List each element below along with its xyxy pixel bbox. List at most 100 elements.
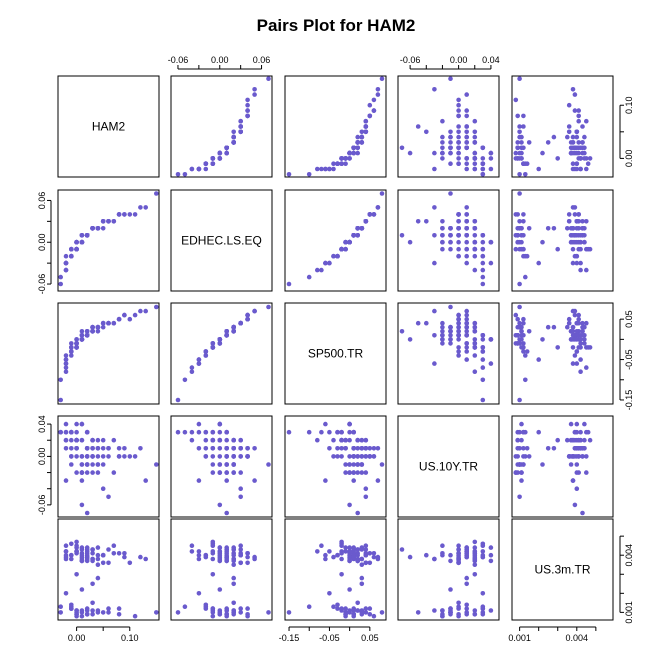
data-point [95, 437, 101, 443]
data-point [570, 345, 576, 350]
data-point [545, 446, 551, 451]
data-point [217, 437, 223, 443]
data-point [351, 470, 357, 475]
data-point [566, 102, 572, 108]
data-point [203, 161, 209, 166]
data-point [63, 361, 69, 366]
data-point [217, 337, 223, 342]
data-point [351, 462, 357, 467]
data-point [224, 554, 229, 560]
data-point [448, 233, 453, 238]
data-point [456, 239, 461, 245]
data-point [440, 134, 445, 140]
data-point [448, 329, 453, 334]
data-point [335, 454, 340, 459]
data-point [480, 260, 486, 266]
data-point [339, 543, 344, 548]
panel-edhec-ls-eq-vs-us-3m-tr [511, 189, 614, 292]
data-point [440, 552, 445, 558]
data-point [379, 76, 385, 81]
tick-label: 0.04 [37, 415, 47, 433]
data-point [327, 429, 332, 435]
tick-label: 0.10 [121, 633, 139, 643]
data-point [472, 551, 478, 556]
data-point [106, 320, 111, 326]
data-point [347, 150, 352, 156]
data-point [464, 124, 470, 129]
data-point [238, 494, 243, 500]
data-point [536, 260, 541, 266]
data-point [456, 145, 461, 151]
data-point [90, 608, 95, 613]
data-point [519, 233, 524, 238]
data-point [116, 454, 122, 459]
data-point [323, 260, 328, 266]
data-point [448, 606, 453, 611]
data-point [440, 156, 445, 161]
data-point [448, 150, 453, 156]
data-point [363, 124, 369, 129]
data-point [231, 454, 236, 459]
data-point [371, 108, 377, 113]
data-point [355, 145, 361, 151]
data-point [217, 462, 223, 467]
data-point [339, 446, 344, 451]
data-point [63, 478, 69, 483]
data-point [224, 333, 229, 338]
data-point [464, 239, 470, 245]
data-point [440, 329, 445, 334]
data-point [363, 129, 369, 135]
data-point [578, 333, 583, 338]
data-point [480, 246, 486, 252]
data-point [351, 446, 357, 451]
data-point [347, 587, 352, 592]
data-point [513, 341, 519, 346]
data-point [517, 320, 522, 326]
data-point [111, 219, 117, 224]
data-point [448, 337, 453, 342]
data-point [578, 145, 583, 151]
data-point [79, 454, 85, 459]
data-point [63, 446, 69, 451]
data-point [95, 324, 101, 330]
data-point [245, 316, 250, 322]
data-point [122, 454, 127, 459]
panel-sp500-tr-vs-edhec-ls-eq [170, 302, 273, 405]
data-point [189, 429, 195, 435]
data-point [355, 233, 361, 238]
data-point [440, 150, 445, 156]
data-point [111, 437, 117, 443]
data-point [224, 454, 229, 459]
data-point [363, 437, 369, 443]
data-point [69, 349, 74, 354]
data-point [464, 602, 470, 608]
panel-us-3m-tr-vs-ham2 [57, 518, 160, 621]
data-point [116, 612, 122, 617]
data-point [355, 510, 361, 516]
data-point [472, 239, 478, 245]
data-point [551, 324, 557, 330]
data-point [252, 446, 257, 451]
x-axis-us-3m-tr: 0.001 0.004 [508, 626, 597, 643]
data-point [359, 581, 365, 587]
data-point [138, 446, 143, 451]
data-point [574, 226, 580, 231]
data-point [456, 102, 461, 108]
data-point [367, 212, 373, 217]
data-point [69, 446, 74, 451]
data-point [515, 454, 520, 459]
data-point [371, 554, 377, 560]
data-point [480, 333, 486, 338]
data-point [347, 462, 352, 467]
data-point [519, 246, 524, 252]
data-point [143, 556, 148, 562]
panel-frame [170, 415, 273, 518]
data-point [572, 233, 578, 238]
data-point [74, 545, 79, 550]
data-point [210, 446, 216, 451]
data-point [343, 437, 348, 443]
data-point [90, 547, 95, 552]
data-point [580, 226, 585, 231]
data-point [69, 454, 74, 459]
data-point [523, 161, 528, 166]
